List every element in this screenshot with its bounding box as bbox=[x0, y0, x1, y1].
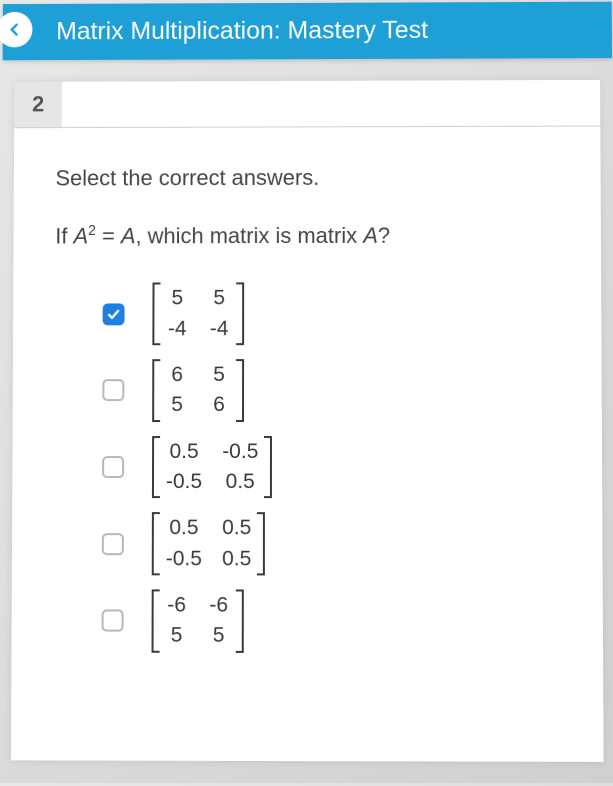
matrix-cell: -0.5 bbox=[166, 545, 202, 573]
option-checkbox[interactable] bbox=[102, 456, 124, 478]
question-number: 2 bbox=[14, 82, 62, 128]
option-row: 0.50.5-0.50.5 bbox=[102, 512, 573, 575]
bracket-left-icon bbox=[152, 589, 160, 652]
prompt-exponent: 2 bbox=[88, 223, 96, 239]
matrix-cell: 5 bbox=[166, 622, 188, 651]
prompt-var-a1: A bbox=[73, 223, 88, 248]
matrix-grid: -6-655 bbox=[160, 589, 236, 652]
option-checkbox[interactable] bbox=[102, 610, 124, 632]
matrix-cell: 0.5 bbox=[166, 438, 202, 466]
option-matrix: 6556 bbox=[152, 359, 244, 422]
check-icon bbox=[107, 307, 121, 321]
option-row: 55-4-4 bbox=[103, 282, 572, 345]
matrix-cell: 5 bbox=[166, 391, 188, 419]
option-row: 0.5-0.5-0.50.5 bbox=[102, 436, 572, 499]
option-matrix: 0.5-0.5-0.50.5 bbox=[152, 436, 272, 499]
question-body: Select the correct answers. If A2 = A, w… bbox=[11, 127, 603, 678]
option-matrix: 0.50.5-0.50.5 bbox=[152, 513, 266, 576]
bracket-right-icon bbox=[264, 436, 272, 499]
question-card: 2 Select the correct answers. If A2 = A,… bbox=[11, 80, 604, 762]
question-prompt: If A2 = A, which matrix is matrix A? bbox=[55, 222, 571, 249]
matrix-cell: 6 bbox=[166, 361, 188, 389]
matrix-cell: 0.5 bbox=[222, 515, 251, 543]
option-row: -6-655 bbox=[101, 589, 572, 653]
viewport: Matrix Multiplication: Mastery Test 2 Se… bbox=[0, 2, 613, 786]
prompt-end: ? bbox=[378, 223, 390, 248]
option-checkbox[interactable] bbox=[103, 303, 125, 325]
matrix-cell: -0.5 bbox=[222, 438, 258, 466]
prompt-text: If bbox=[55, 223, 73, 248]
matrix-cell: -4 bbox=[166, 315, 188, 343]
question-instruction: Select the correct answers. bbox=[55, 164, 570, 191]
matrix-grid: 55-4-4 bbox=[160, 283, 236, 346]
option-matrix: -6-655 bbox=[152, 589, 244, 652]
option-row: 6556 bbox=[102, 359, 571, 422]
option-matrix: 55-4-4 bbox=[152, 283, 244, 346]
option-checkbox[interactable] bbox=[102, 533, 124, 555]
matrix-cell: 0.5 bbox=[166, 515, 202, 543]
matrix-cell: -6 bbox=[166, 591, 188, 620]
question-number-row: 2 bbox=[14, 80, 600, 128]
prompt-var-a2: A bbox=[121, 223, 136, 248]
matrix-cell: 5 bbox=[166, 285, 188, 313]
matrix-grid: 0.5-0.5-0.50.5 bbox=[160, 436, 264, 499]
options-list: 55-4-465560.5-0.5-0.50.50.50.5-0.50.5-6-… bbox=[53, 282, 572, 653]
matrix-cell: 0.5 bbox=[222, 545, 251, 574]
matrix-grid: 0.50.5-0.50.5 bbox=[160, 513, 258, 576]
prompt-suffix: , which matrix is matrix bbox=[135, 223, 363, 248]
bracket-left-icon bbox=[152, 513, 160, 576]
bracket-right-icon bbox=[236, 283, 244, 345]
page-header: Matrix Multiplication: Mastery Test bbox=[3, 2, 612, 61]
prompt-eq: = bbox=[96, 223, 121, 248]
matrix-cell: -4 bbox=[208, 315, 230, 343]
matrix-cell: 5 bbox=[208, 285, 230, 313]
bracket-right-icon bbox=[236, 359, 244, 422]
matrix-cell: -0.5 bbox=[166, 468, 202, 496]
nav-circle-icon[interactable] bbox=[0, 12, 33, 48]
bracket-right-icon bbox=[236, 590, 244, 653]
bracket-left-icon bbox=[152, 436, 160, 499]
bracket-right-icon bbox=[257, 513, 265, 576]
matrix-cell: 0.5 bbox=[222, 468, 258, 496]
matrix-cell: 5 bbox=[208, 622, 230, 651]
page-title: Matrix Multiplication: Mastery Test bbox=[56, 16, 428, 45]
matrix-cell: 5 bbox=[208, 361, 230, 389]
option-checkbox[interactable] bbox=[102, 379, 124, 401]
matrix-cell: -6 bbox=[208, 592, 230, 621]
prompt-var-a3: A bbox=[363, 223, 378, 248]
bracket-left-icon bbox=[152, 359, 160, 422]
matrix-cell: 6 bbox=[208, 391, 230, 419]
bracket-left-icon bbox=[152, 283, 160, 345]
matrix-grid: 6556 bbox=[160, 359, 236, 422]
